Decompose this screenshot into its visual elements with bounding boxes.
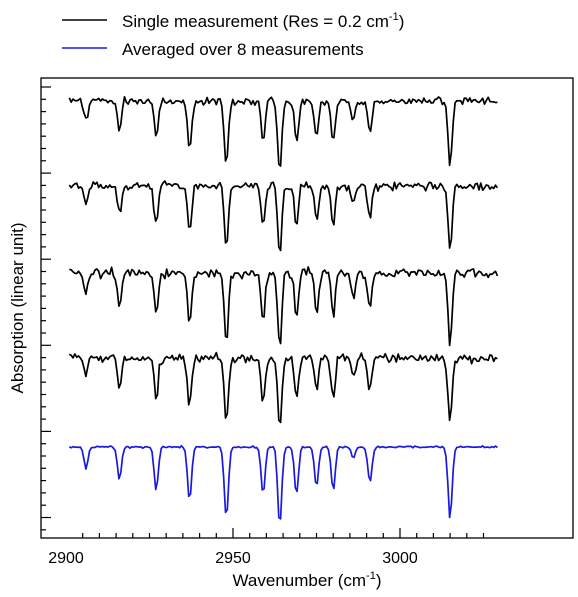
y-axis-ticks: [41, 86, 51, 531]
trace-single-1: [68, 95, 498, 167]
x-tick-label: 3000: [382, 550, 418, 567]
x-tick-label: 2950: [215, 550, 251, 567]
legend: Single measurement (Res = 0.2 cm-1) Aver…: [62, 11, 404, 59]
trace-single-3: [69, 266, 499, 347]
x-axis-label: Wavenumber (cm-1): [233, 570, 382, 590]
trace-single-4: [68, 351, 498, 424]
legend-label-averaged: Averaged over 8 measurements: [122, 40, 364, 59]
trace-averaged: [68, 444, 498, 520]
x-axis-ticks: 2900 2950 3000: [48, 528, 485, 567]
legend-label-single: Single measurement (Res = 0.2 cm-1): [122, 11, 404, 31]
trace-single-2: [68, 180, 499, 252]
x-tick-label: 2900: [48, 550, 84, 567]
y-axis-label: Absorption (linear unit): [8, 222, 27, 393]
spectra-traces: [68, 95, 499, 520]
